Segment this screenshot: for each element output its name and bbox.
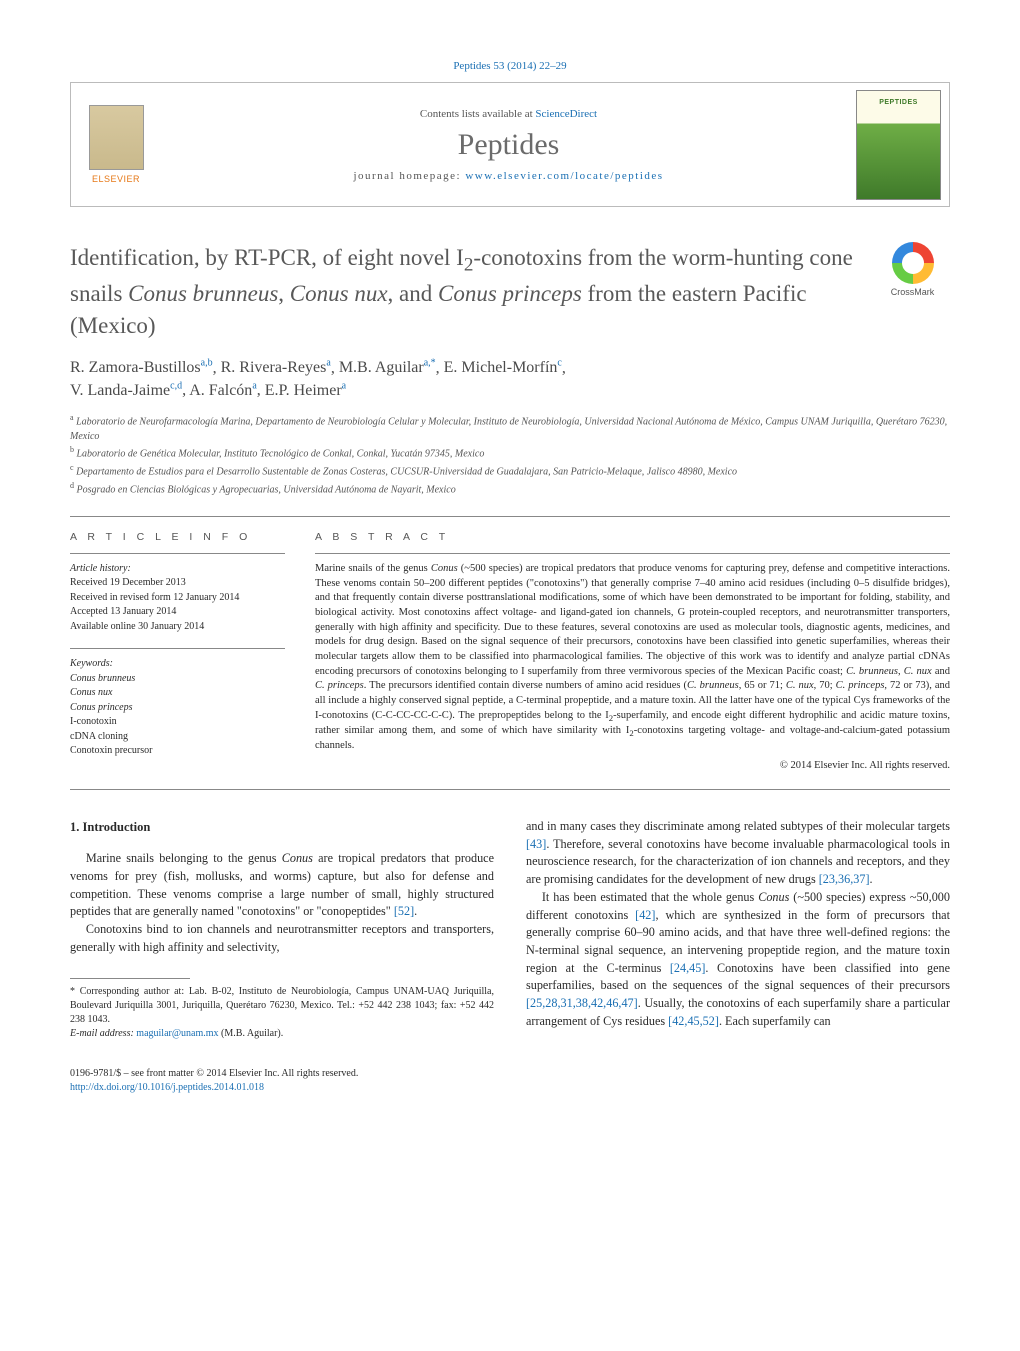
ref-link[interactable]: [43]	[526, 837, 546, 851]
email-link[interactable]: maguilar@unam.mx	[136, 1028, 218, 1039]
section-heading: 1. Introduction	[70, 818, 494, 836]
corresponding-author-note: * Corresponding author at: Lab. B-02, In…	[70, 985, 494, 1027]
footnotes: * Corresponding author at: Lab. B-02, In…	[70, 985, 494, 1041]
abstract-text: Marine snails of the genus Conus (~500 s…	[315, 562, 950, 754]
article-info-column: A R T I C L E I N F O Article history: R…	[70, 531, 285, 771]
divider	[70, 789, 950, 790]
article-title: Identification, by RT-PCR, of eight nove…	[70, 242, 950, 341]
author: A. Falcóna	[189, 382, 257, 399]
affiliation: c Departamento de Estudios para el Desar…	[70, 462, 950, 480]
ref-link[interactable]: [24,45]	[670, 961, 706, 975]
keywords-block: Keywords: Conus brunneus Conus nux Conus…	[70, 657, 285, 759]
history-item: Received in revised form 12 January 2014	[70, 591, 285, 606]
keyword: I-conotoxin	[70, 715, 285, 730]
crossmark-badge[interactable]: CrossMark	[875, 242, 950, 297]
citation-line: Peptides 53 (2014) 22–29	[70, 60, 950, 72]
author: M.B. Aguilara,*	[339, 359, 436, 376]
journal-header: ELSEVIER Contents lists available at Sci…	[70, 82, 950, 207]
body-paragraph: Marine snails belonging to the genus Con…	[70, 850, 494, 921]
journal-cover-thumbnail[interactable]	[856, 90, 941, 200]
author: R. Zamora-Bustillosa,b	[70, 359, 213, 376]
history-item: Received 19 December 2013	[70, 576, 285, 591]
footnote-separator	[70, 978, 190, 979]
homepage-link[interactable]: www.elsevier.com/locate/peptides	[465, 170, 663, 182]
keyword: cDNA cloning	[70, 730, 285, 745]
affiliation: d Posgrado en Ciencias Biológicas y Agro…	[70, 480, 950, 498]
elsevier-logo[interactable]: ELSEVIER	[71, 83, 161, 206]
keyword: Conus princeps	[70, 701, 285, 716]
body-paragraph: Conotoxins bind to ion channels and neur…	[70, 921, 494, 956]
divider	[70, 516, 950, 517]
affiliation: a Laboratorio de Neurofarmacología Marin…	[70, 412, 950, 444]
page-footer: 0196-9781/$ – see front matter © 2014 El…	[70, 1067, 950, 1095]
body-paragraph: and in many cases they discriminate amon…	[526, 818, 950, 889]
divider	[70, 553, 285, 554]
abstract-copyright: © 2014 Elsevier Inc. All rights reserved…	[315, 760, 950, 771]
email-line: E-mail address: maguilar@unam.mx (M.B. A…	[70, 1027, 494, 1041]
abstract-column: A B S T R A C T Marine snails of the gen…	[315, 531, 950, 771]
abstract-heading: A B S T R A C T	[315, 531, 950, 543]
keyword: Conus nux	[70, 686, 285, 701]
affiliations: a Laboratorio de Neurofarmacología Marin…	[70, 412, 950, 498]
article-history: Article history: Received 19 December 20…	[70, 562, 285, 635]
author: E.P. Heimera	[265, 382, 346, 399]
affiliation: b Laboratorio de Genética Molecular, Ins…	[70, 444, 950, 462]
authors-line: R. Zamora-Bustillosa,b, R. Rivera-Reyesa…	[70, 357, 950, 402]
doi-link[interactable]: http://dx.doi.org/10.1016/j.peptides.201…	[70, 1082, 264, 1093]
ref-link[interactable]: [23,36,37]	[819, 872, 870, 886]
keyword: Conus brunneus	[70, 672, 285, 687]
divider	[315, 553, 950, 554]
ref-link[interactable]: [42,45,52]	[668, 1014, 719, 1028]
author: R. Rivera-Reyesa	[221, 359, 331, 376]
crossmark-icon	[892, 242, 934, 284]
contents-line: Contents lists available at ScienceDirec…	[420, 108, 597, 120]
sciencedirect-link[interactable]: ScienceDirect	[535, 108, 597, 120]
journal-name: Peptides	[458, 128, 560, 162]
author: V. Landa-Jaimec,d	[70, 382, 182, 399]
article-info-heading: A R T I C L E I N F O	[70, 531, 285, 543]
elsevier-tree-icon	[89, 105, 144, 170]
ref-link[interactable]: [52]	[394, 904, 414, 918]
author: E. Michel-Morfínc	[444, 359, 562, 376]
body-paragraph: It has been estimated that the whole gen…	[526, 889, 950, 1031]
front-matter-line: 0196-9781/$ – see front matter © 2014 El…	[70, 1067, 950, 1081]
keywords-heading: Keywords:	[70, 657, 285, 672]
citation-link[interactable]: Peptides 53 (2014) 22–29	[453, 60, 566, 72]
ref-link[interactable]: [42]	[635, 908, 655, 922]
crossmark-label: CrossMark	[891, 287, 935, 297]
body-columns: 1. Introduction Marine snails belonging …	[70, 818, 950, 1041]
elsevier-wordmark: ELSEVIER	[92, 174, 140, 184]
history-item: Accepted 13 January 2014	[70, 605, 285, 620]
history-item: Available online 30 January 2014	[70, 620, 285, 635]
ref-link[interactable]: [25,28,31,38,42,46,47]	[526, 996, 638, 1010]
divider	[70, 648, 285, 649]
homepage-line: journal homepage: www.elsevier.com/locat…	[353, 170, 663, 182]
keyword: Conotoxin precursor	[70, 744, 285, 759]
